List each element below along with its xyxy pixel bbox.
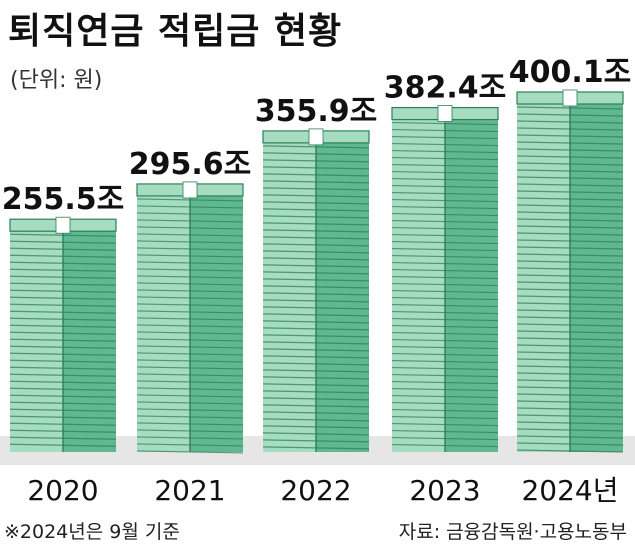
stack-right-face: [316, 138, 369, 452]
category-label: 2022: [280, 474, 351, 507]
money-stack-2020: [9, 216, 117, 452]
paper-band: [562, 89, 578, 107]
source-label: 자료:: [398, 521, 441, 543]
footnote: ※2024년은 9월 기준: [4, 521, 180, 543]
stack-right-face: [445, 115, 498, 452]
stack-left-face: [263, 138, 316, 452]
paper-band: [308, 128, 324, 146]
stack-left-face: [137, 191, 190, 452]
money-stack-2022: [262, 128, 370, 452]
category-label: 2021: [154, 474, 225, 507]
stack-layer: [9, 89, 624, 454]
paper-band: [437, 105, 453, 122]
value-label: 382.4조: [384, 71, 507, 106]
paper-band: [55, 216, 71, 234]
paper-band: [182, 181, 198, 199]
value-label: 355.9조: [255, 94, 378, 129]
chart-title: 퇴직연금 적립금 현황: [8, 11, 343, 52]
value-label: 255.5조: [2, 182, 125, 217]
label-layer: 255.5조 2020 295.6조 2021 355.9조 2022 382.4조 2023…: [2, 55, 632, 507]
money-stack-2023: [391, 105, 499, 452]
category-label: 2024년: [521, 474, 618, 507]
category-label: 2020: [27, 474, 98, 507]
value-label: 295.6조: [129, 147, 252, 182]
stack-right-face: [63, 227, 116, 452]
source-text: 금융감독원·고용노동부: [446, 521, 627, 543]
stack-right-face: [190, 191, 243, 452]
unit-label: (단위: 원): [10, 68, 103, 93]
source-note: 자료: 금융감독원·고용노동부: [399, 517, 627, 544]
money-stack-2024년: [516, 89, 624, 453]
money-stack-2021: [136, 181, 244, 454]
value-label: 400.1조: [509, 55, 632, 90]
category-label: 2023: [409, 474, 480, 507]
